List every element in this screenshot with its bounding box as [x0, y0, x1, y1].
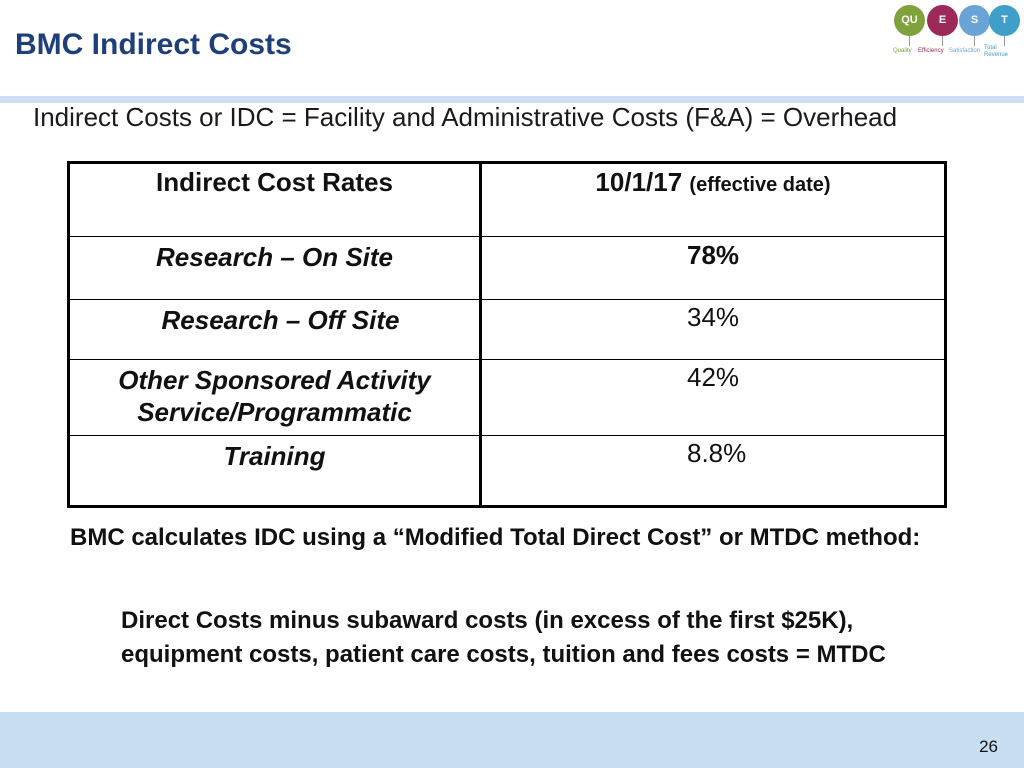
table-row: Training 8.8%	[68, 435, 946, 507]
header-date: 10/1/17	[595, 167, 683, 197]
table-header-cell: Indirect Cost Rates	[68, 162, 482, 237]
row-category: Research – On Site	[68, 236, 482, 300]
header-rates-label: Indirect Cost Rates	[156, 167, 393, 197]
logo-line	[1004, 36, 1005, 46]
table-header-cell: 10/1/17 (effective date)	[480, 162, 946, 237]
rate-value: 78%	[687, 240, 740, 270]
page-number: 26	[979, 737, 998, 756]
logo-line	[942, 36, 943, 46]
logo-circle-t: T	[989, 5, 1020, 36]
row-category: Research – Off Site	[68, 299, 482, 360]
logo-word-total-revenue: Total Revenue	[984, 45, 1009, 58]
category-label: Other Sponsored Activity Service/Program…	[118, 365, 431, 427]
row-category: Training	[68, 435, 482, 507]
row-value: 42%	[480, 359, 946, 436]
category-label: Research – On Site	[156, 242, 393, 272]
logo-circle-e: E	[927, 5, 958, 36]
category-label: Research – Off Site	[161, 305, 400, 335]
mtdc-definition-text: Direct Costs minus subaward costs (in ex…	[121, 607, 886, 668]
subtitle: Indirect Costs or IDC = Facility and Adm…	[33, 102, 898, 132]
table-row: Research – On Site 78%	[68, 236, 946, 300]
logo-word-satisfaction: Satisfaction	[949, 48, 981, 54]
quest-logo: QU E S T Quality Efficiency Satisfaction…	[892, 5, 1020, 63]
logo-word-efficiency: Efficiency	[918, 48, 944, 54]
row-value: 78%	[480, 236, 946, 300]
rate-value: 42%	[687, 362, 740, 392]
logo-line	[909, 36, 910, 46]
row-value: 34%	[480, 299, 946, 360]
table-row: Research – Off Site 34%	[68, 299, 946, 360]
header-date-note: (effective date)	[689, 174, 831, 196]
table-header-row: Indirect Cost Rates 10/1/17 (effective d…	[68, 162, 946, 237]
logo-circle-s: S	[959, 5, 990, 36]
logo-line	[974, 36, 975, 46]
page-title: BMC Indirect Costs	[15, 28, 292, 61]
rate-value: 8.8%	[687, 438, 747, 468]
row-category: Other Sponsored Activity Service/Program…	[68, 359, 482, 436]
indirect-cost-rates-table: Indirect Cost Rates 10/1/17 (effective d…	[67, 161, 947, 508]
logo-word-quality: Quality	[893, 48, 912, 54]
rate-value: 34%	[687, 302, 740, 332]
table-row: Other Sponsored Activity Service/Program…	[68, 359, 946, 436]
footer-band: 26	[0, 712, 1024, 768]
category-label: Training	[223, 441, 326, 471]
row-value: 8.8%	[480, 435, 946, 507]
title-divider	[0, 96, 1024, 103]
mtdc-intro-text: BMC calculates IDC using a “Modified Tot…	[70, 524, 921, 551]
logo-circle-qu: QU	[894, 5, 925, 36]
